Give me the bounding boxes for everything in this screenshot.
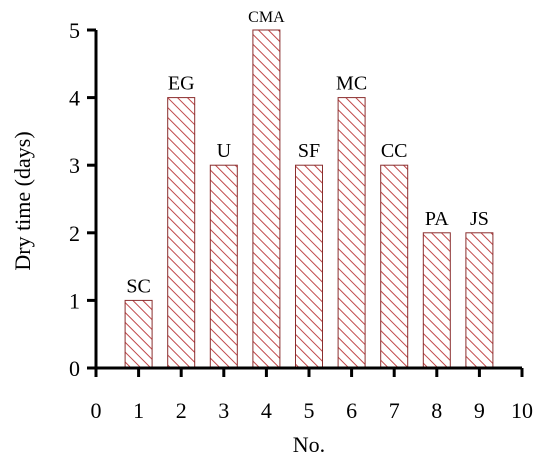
x-tick-label: 2 — [176, 398, 187, 423]
bar-label-sc: SC — [126, 275, 150, 297]
bar-u — [209, 164, 238, 369]
x-tick-label: 4 — [261, 398, 272, 423]
bar-label-pa: PA — [425, 208, 449, 230]
bars-layer: SC EG U CMA SF MC CC PA JS — [124, 9, 494, 369]
y-tick-label: 5 — [69, 18, 80, 43]
x-tick-label: 3 — [218, 398, 229, 423]
x-tick-label: 10 — [511, 398, 533, 423]
x-tick-label: 7 — [389, 398, 400, 423]
x-tick-label: 8 — [431, 398, 442, 423]
y-tick-label: 4 — [69, 86, 80, 111]
bar-eg — [167, 97, 196, 369]
bar-sf — [295, 164, 323, 369]
bar-label-cc: CC — [381, 140, 408, 162]
x-tick-label: 1 — [133, 398, 144, 423]
y-axis-title: Dry time (days) — [10, 131, 35, 270]
y-tick-label: 2 — [69, 221, 80, 246]
bar-label-cma: CMA — [248, 9, 285, 26]
y-tick-label: 0 — [69, 356, 80, 381]
x-tick-label: 5 — [304, 398, 315, 423]
x-axis-title: No. — [293, 432, 325, 457]
bar-label-js: JS — [470, 208, 489, 230]
bar-mc — [337, 97, 366, 369]
bar-label-sf: SF — [298, 140, 320, 162]
bar-pa — [422, 232, 451, 369]
bar-cc — [380, 164, 409, 369]
y-tick-label: 1 — [69, 288, 80, 313]
bar-label-mc: MC — [336, 73, 367, 95]
bar-label-eg: EG — [168, 73, 195, 95]
x-tick-label: 9 — [474, 398, 485, 423]
bar-sc — [124, 299, 153, 369]
axes-layer: 0 1 2 3 4 5 0 1 2 3 4 5 6 7 8 9 10 — [69, 18, 533, 423]
y-tick-label: 3 — [69, 153, 80, 178]
x-tick-label: 6 — [346, 398, 357, 423]
bar-js — [465, 232, 494, 369]
bar-cma — [252, 29, 281, 369]
x-tick-label: 0 — [91, 398, 102, 423]
bar-label-u: U — [217, 140, 232, 162]
